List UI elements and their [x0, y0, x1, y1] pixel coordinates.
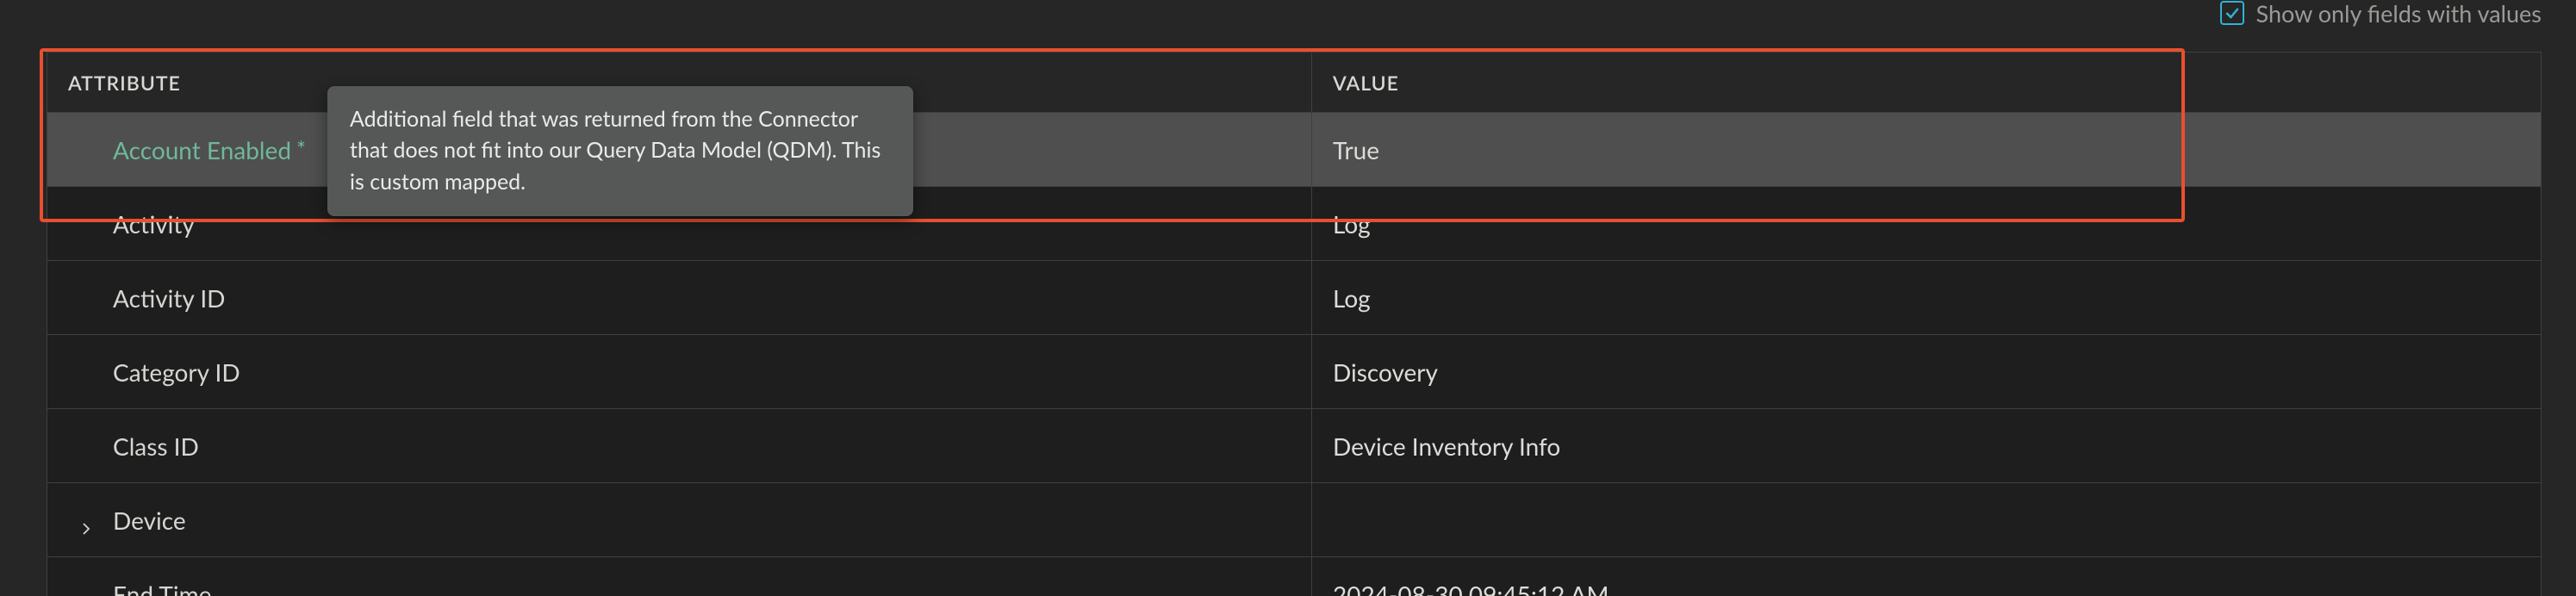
table-row[interactable]: Activity ID Log [47, 261, 2542, 335]
filter-row: Show only fields with values [2220, 0, 2542, 26]
attr-label: Account Enabled [113, 135, 291, 165]
attr-cell: Device [47, 483, 1312, 557]
table-row[interactable]: Class ID Device Inventory Info [47, 409, 2542, 483]
show-only-fields-checkbox[interactable] [2220, 1, 2244, 25]
custom-mapped-asterisk-icon: * [296, 135, 306, 163]
attr-cell: Activity ID [47, 261, 1312, 335]
value-cell [1312, 483, 2542, 557]
attr-cell: Category ID [47, 335, 1312, 409]
custom-mapped-tooltip: Additional field that was returned from … [327, 86, 913, 216]
value-cell: Discovery [1312, 335, 2542, 409]
table-row[interactable]: End Time 2024-08-30 09:45:12 AM [47, 557, 2542, 596]
value-cell: True [1312, 113, 2542, 187]
expand-toggle[interactable] [78, 512, 94, 528]
attr-cell: Class ID [47, 409, 1312, 483]
header-value: VALUE [1312, 53, 2542, 113]
chevron-right-icon [78, 521, 94, 537]
value-cell: Log [1312, 261, 2542, 335]
table-row[interactable]: Device [47, 483, 2542, 557]
value-cell: Log [1312, 187, 2542, 261]
filter-label: Show only fields with values [2256, 0, 2542, 28]
page-root: Show only fields with values ATTRIBUTE V… [0, 0, 2576, 596]
attr-cell: End Time [47, 557, 1312, 596]
check-icon [2224, 4, 2241, 22]
value-cell: 2024-08-30 09:45:12 AM [1312, 557, 2542, 596]
attr-label: Device [113, 506, 186, 535]
table-row[interactable]: Category ID Discovery [47, 335, 2542, 409]
value-cell: Device Inventory Info [1312, 409, 2542, 483]
